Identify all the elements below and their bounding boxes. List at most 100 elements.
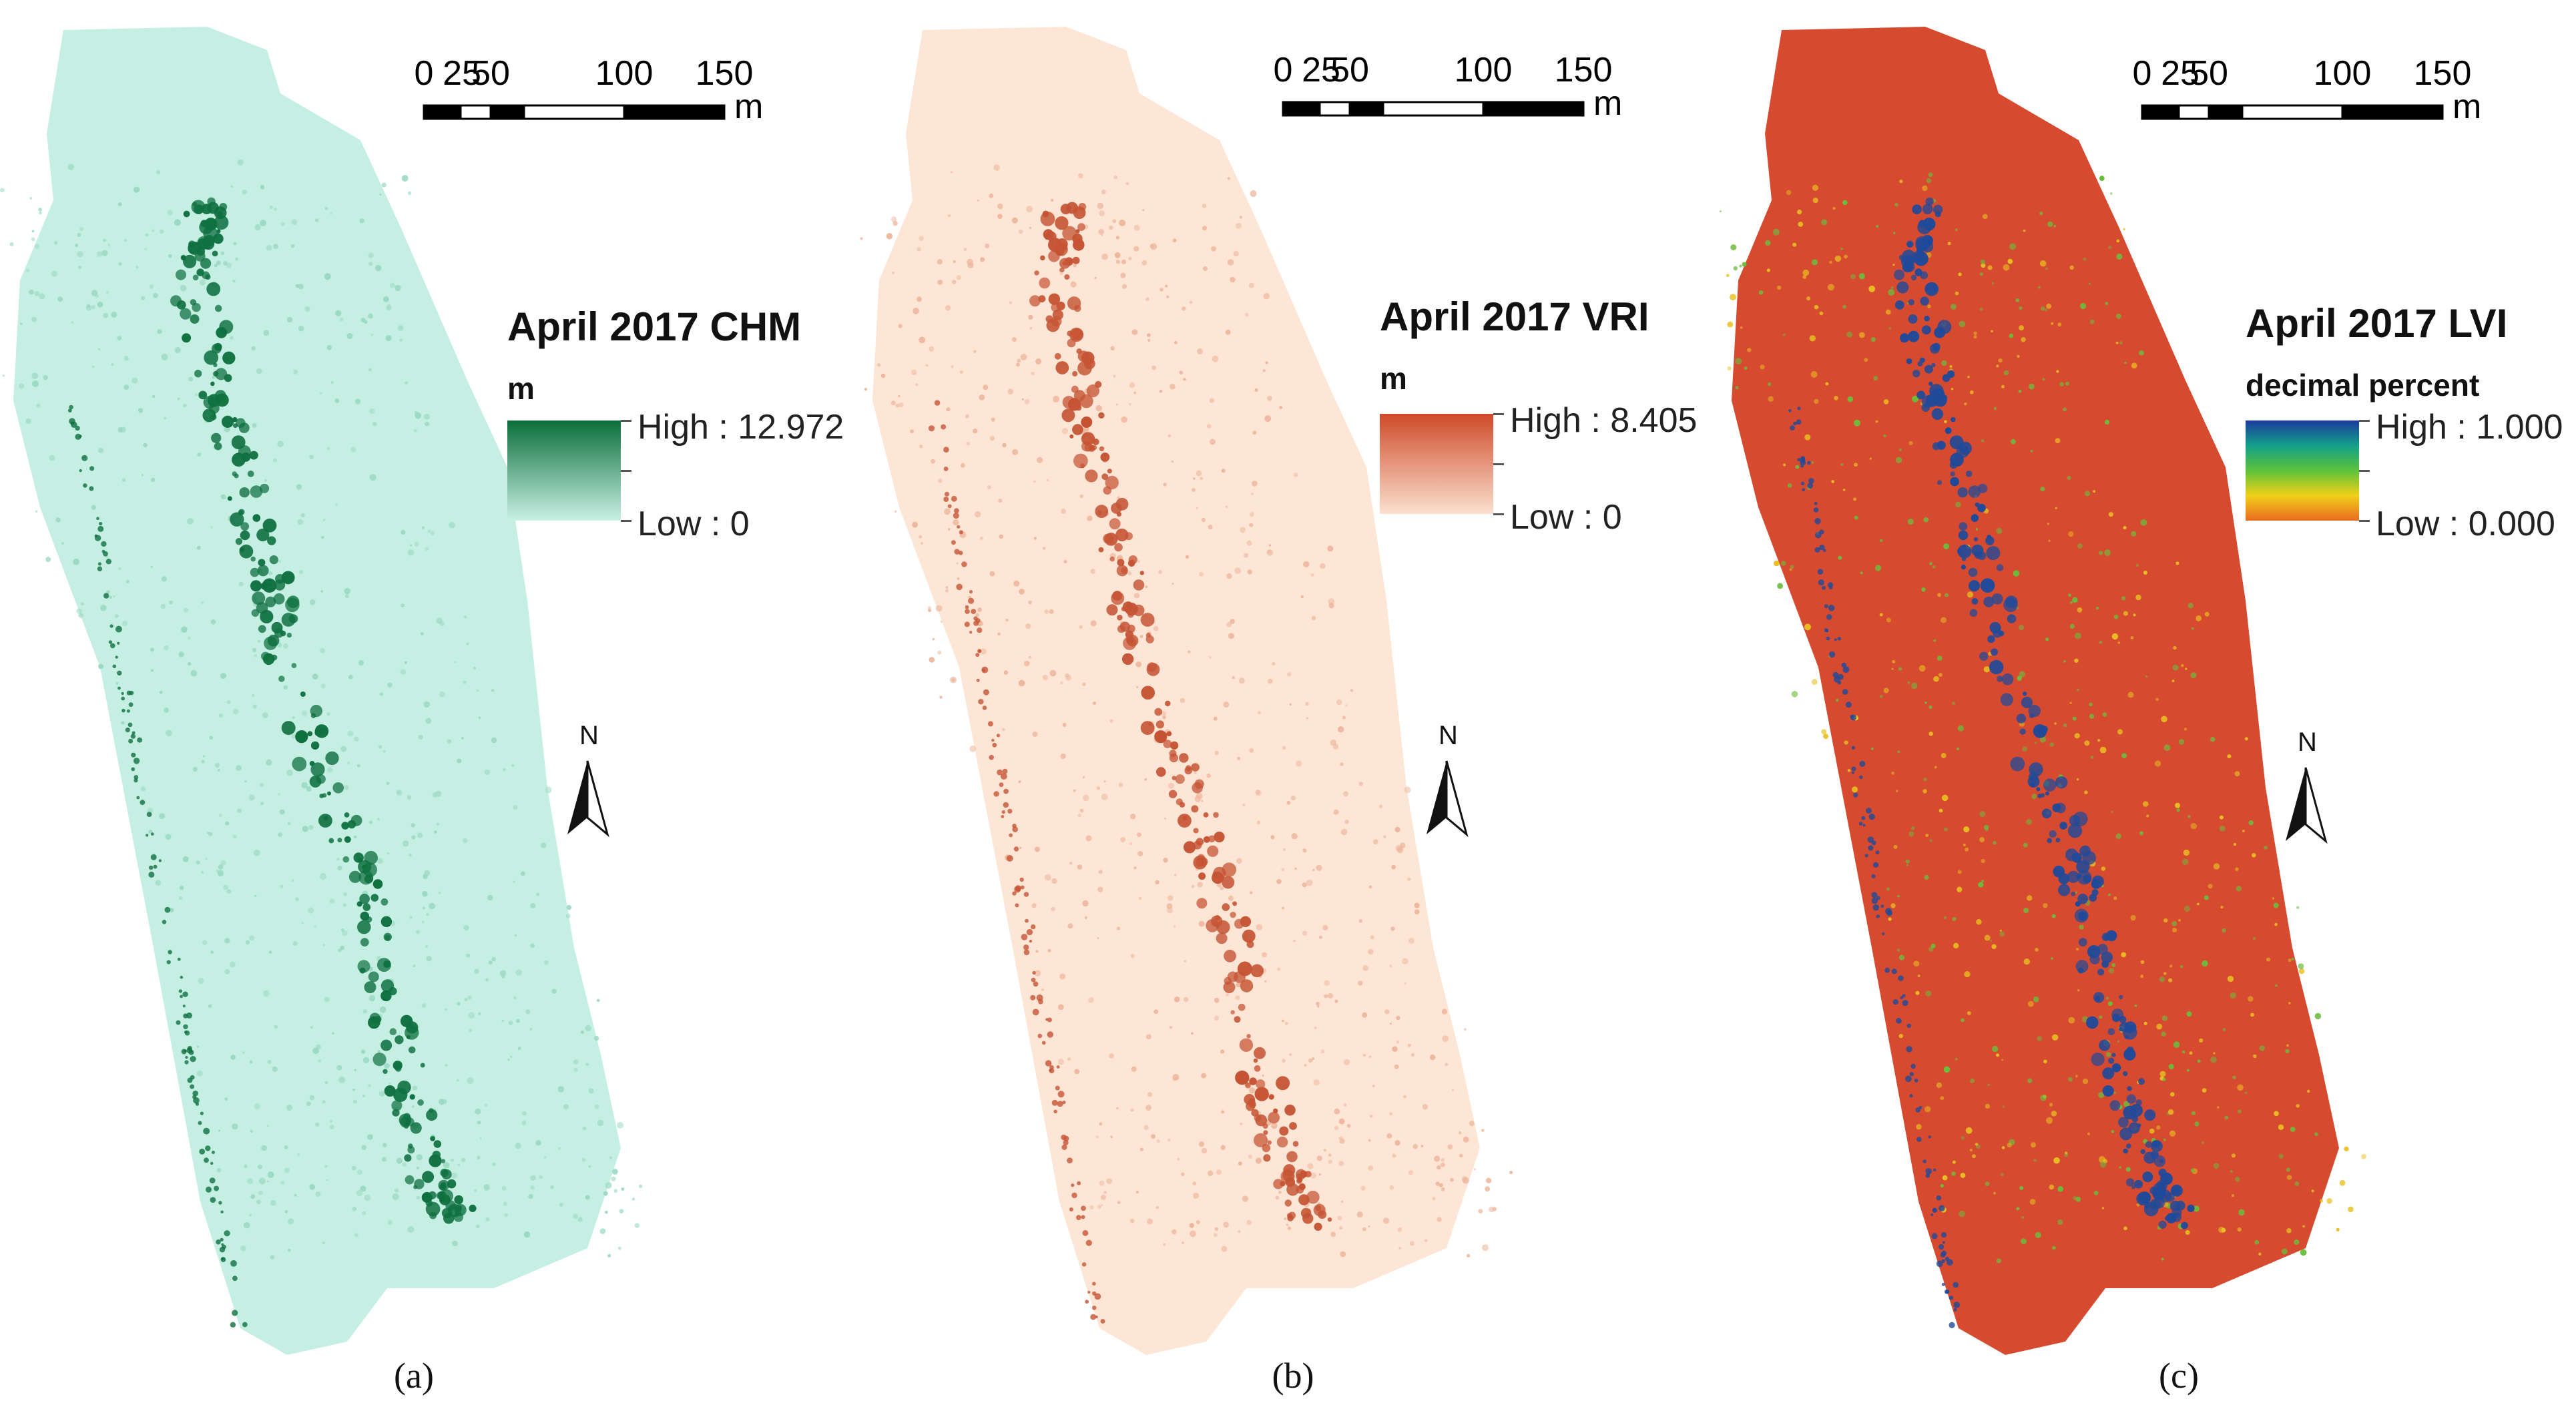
tree-canopy bbox=[1917, 361, 1923, 367]
speckle bbox=[286, 770, 293, 776]
speckle bbox=[2043, 1059, 2047, 1064]
speckle bbox=[2055, 438, 2061, 444]
speckle bbox=[306, 786, 312, 792]
tree-canopy bbox=[1284, 1199, 1292, 1207]
legend-title: April 2017 LVI bbox=[2246, 301, 2508, 346]
tree-canopy bbox=[384, 1085, 396, 1097]
tree-canopy bbox=[1932, 442, 1941, 451]
tree-canopy bbox=[1059, 267, 1065, 273]
edge-vegetation bbox=[1828, 582, 1834, 588]
speckle bbox=[573, 1213, 579, 1219]
tree-canopy bbox=[420, 1063, 425, 1068]
speckle bbox=[1392, 1153, 1396, 1158]
speckle bbox=[1020, 354, 1027, 360]
speckle bbox=[1790, 565, 1794, 569]
tree-canopy bbox=[1121, 653, 1134, 665]
speckle bbox=[1451, 1089, 1455, 1091]
speckle bbox=[1991, 330, 1993, 332]
tree-canopy bbox=[1254, 1065, 1261, 1072]
edge-vegetation bbox=[1824, 628, 1828, 633]
speckle bbox=[2101, 1207, 2105, 1209]
speckle bbox=[1344, 820, 1349, 824]
speckle bbox=[1891, 667, 1894, 670]
speckle bbox=[1979, 272, 1983, 276]
edge-vegetation bbox=[1001, 815, 1005, 818]
speckle bbox=[1869, 457, 1872, 460]
speckle bbox=[2339, 1179, 2346, 1186]
edge-vegetation bbox=[975, 618, 981, 623]
tree-canopy bbox=[2055, 776, 2068, 789]
tree-canopy bbox=[2067, 870, 2080, 883]
speckle bbox=[1991, 944, 1997, 949]
speckle bbox=[2102, 712, 2107, 717]
tree-canopy bbox=[192, 274, 199, 281]
edge-vegetation bbox=[1807, 461, 1811, 465]
speckle bbox=[2201, 1141, 2205, 1145]
tree-canopy bbox=[240, 530, 250, 541]
tree-canopy bbox=[1203, 836, 1210, 843]
speckle bbox=[1183, 378, 1186, 381]
speckle bbox=[1202, 204, 1207, 208]
tree-canopy bbox=[1977, 551, 1987, 560]
speckle bbox=[2290, 1127, 2296, 1132]
speckle bbox=[503, 768, 506, 772]
edge-vegetation bbox=[151, 832, 154, 836]
speckle bbox=[2238, 1209, 2245, 1216]
speckle bbox=[1976, 918, 1982, 925]
edge-vegetation bbox=[1021, 934, 1028, 940]
speckle bbox=[1812, 259, 1818, 266]
speckle bbox=[2314, 1132, 2318, 1136]
speckle bbox=[1356, 1211, 1363, 1218]
speckle bbox=[1225, 329, 1231, 335]
edge-vegetation bbox=[964, 621, 970, 627]
tree-canopy bbox=[447, 1179, 457, 1189]
tree-canopy bbox=[1959, 522, 1968, 531]
tree-canopy bbox=[1924, 316, 1930, 322]
tree-canopy bbox=[227, 496, 232, 501]
tree-canopy bbox=[2134, 1179, 2143, 1189]
tree-canopy bbox=[2078, 938, 2087, 946]
tree-canopy bbox=[1099, 446, 1105, 452]
edge-vegetation bbox=[1871, 892, 1878, 898]
speckle bbox=[322, 944, 326, 946]
speckle bbox=[354, 398, 361, 404]
speckle bbox=[513, 805, 518, 810]
speckle bbox=[892, 221, 898, 226]
edge-vegetation bbox=[1925, 1173, 1930, 1178]
speckle bbox=[1373, 839, 1378, 844]
speckle bbox=[113, 595, 115, 597]
speckle bbox=[159, 691, 163, 694]
speckle bbox=[358, 659, 364, 666]
speckle bbox=[2037, 1036, 2042, 1041]
tree-canopy bbox=[397, 1080, 411, 1095]
tree-canopy bbox=[1179, 753, 1189, 763]
speckle bbox=[2115, 341, 2119, 344]
speckle bbox=[1163, 483, 1167, 487]
speckle bbox=[232, 708, 239, 715]
speckle bbox=[143, 443, 148, 448]
speckle bbox=[205, 857, 208, 860]
speckle bbox=[342, 930, 348, 936]
speckle bbox=[2311, 1189, 2314, 1193]
speckle bbox=[1234, 567, 1241, 574]
tree-canopy bbox=[1906, 242, 1912, 248]
speckle bbox=[43, 375, 48, 380]
speckle bbox=[250, 1194, 256, 1199]
speckle bbox=[352, 1089, 355, 1091]
speckle bbox=[1271, 1123, 1278, 1129]
edge-vegetation bbox=[1898, 975, 1904, 981]
tree-canopy bbox=[1224, 976, 1232, 985]
speckle bbox=[202, 755, 206, 758]
speckle bbox=[2163, 972, 2167, 975]
tree-canopy bbox=[281, 571, 295, 585]
speckle bbox=[1079, 625, 1083, 629]
speckle bbox=[342, 903, 346, 907]
vegetation-features bbox=[1719, 172, 2366, 1328]
speckle bbox=[1047, 948, 1051, 952]
edge-vegetation bbox=[1007, 808, 1013, 814]
speckle bbox=[1099, 1180, 1105, 1186]
speckle bbox=[1049, 609, 1054, 614]
speckle bbox=[336, 1065, 342, 1071]
speckle bbox=[292, 940, 298, 946]
speckle bbox=[247, 1178, 254, 1185]
